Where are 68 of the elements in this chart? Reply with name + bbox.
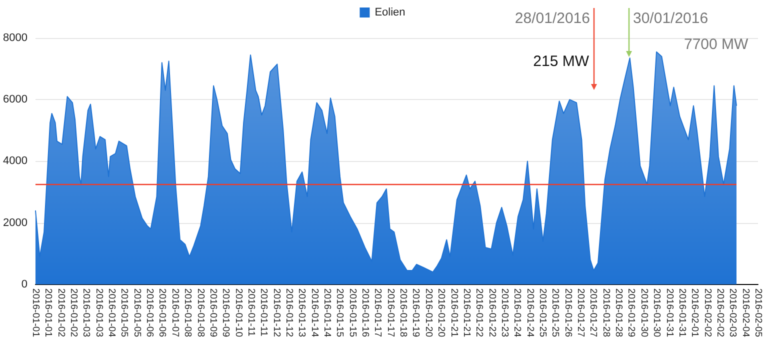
annotation: 215 MW: [533, 53, 590, 70]
y-tick-label: 8000: [2, 32, 28, 44]
x-tick-label: 2016-01-17: [372, 288, 384, 338]
x-tick-label: 2016-01-15: [346, 288, 358, 338]
x-tick-label: 2016-01-08: [194, 288, 206, 338]
x-tick-label: 2016-01-03: [80, 288, 92, 338]
x-tick-label: 2016-01-20: [436, 288, 447, 338]
x-tick-label: 2016-01-09: [207, 288, 218, 338]
annotation: 7700 MW: [684, 36, 750, 53]
x-tick-label: 2016-01-03: [93, 288, 104, 338]
x-tick-label: 2016-01-21: [448, 288, 460, 338]
x-tick-label: 2016-01-09: [220, 288, 232, 338]
x-tick-label: 2016-01-14: [308, 288, 320, 338]
x-tick-label: 2016-01-08: [182, 288, 194, 338]
x-tick-label: 2016-01-07: [169, 288, 180, 338]
y-tick-label: 2000: [2, 216, 28, 229]
x-tick-label: 2016-01-12: [270, 288, 282, 338]
x-tick-label: 2016-01-25: [537, 288, 548, 338]
x-tick-label: 2016-01-05: [131, 288, 142, 338]
x-tick-label: 2016-01-06: [156, 288, 168, 338]
x-tick-label: 2016-01-16: [360, 288, 371, 338]
x-tick-label: 2016-01-10: [232, 288, 244, 338]
y-tick-label: 4000: [2, 155, 28, 168]
x-tick-label: 2016-01-11: [258, 288, 270, 336]
y-tick-label: 6000: [2, 94, 28, 106]
x-tick-label: 2016-01-20: [422, 288, 434, 338]
x-tick-label: 2016-01-04: [106, 288, 118, 338]
x-tick-label: 2016-01-31: [676, 288, 688, 338]
x-tick-label: 2016-02-02: [714, 288, 726, 338]
x-tick-label: 2016-01-26: [562, 288, 574, 338]
x-tick-label: 2016-01-21: [460, 288, 472, 338]
x-tick-label: 2016-02-04: [740, 288, 751, 338]
x-tick-label: 2016-01-19: [410, 288, 422, 338]
x-tick-label: 2016-01-24: [512, 288, 523, 338]
x-tick-label: 2016-01-17: [384, 288, 396, 338]
x-tick-label: 2016-02-02: [702, 288, 713, 338]
x-tick-label: 2016-02-01: [689, 288, 700, 338]
x-tick-label: 2016-01-22: [474, 288, 485, 338]
x-tick-label: 2016-01-06: [144, 288, 156, 338]
x-tick-label: 2016-01-31: [664, 288, 675, 338]
x-tick-label: 2016-01-11: [245, 288, 256, 336]
text: 28/01/2016: [514, 10, 590, 27]
x-tick-label: 2016-01-30: [638, 288, 650, 338]
x-tick-label: 2016-01-24: [524, 288, 536, 338]
x-tick-label: 2016-01-22: [486, 288, 498, 338]
x-tick-label: 2016-01-14: [322, 288, 333, 338]
x-tick-label: 2016-01-27: [575, 288, 586, 338]
x-tick-label: 2016-01-30: [651, 288, 662, 338]
x-tick-label: 2016-01-01: [30, 288, 41, 338]
legend-label: Eolien: [374, 6, 406, 18]
y-tick-label: 0: [21, 278, 28, 290]
x-tick-label: 2016-01-02: [55, 288, 66, 338]
x-tick-label: 2016-02-05: [752, 288, 764, 338]
x-tick-label: 2016-01-01: [42, 288, 54, 338]
x-tick-label: 2016-01-23: [498, 288, 510, 338]
x-tick-label: 2016-01-05: [118, 288, 130, 338]
x-tick-label: 2016-01-25: [550, 288, 561, 338]
x-tick-label: 2016-01-18: [398, 288, 409, 338]
x-tick-label: 2016-01-29: [626, 288, 637, 338]
x-tick-label: 2016-01-15: [334, 288, 346, 338]
x-tick-label: 2016-01-13: [296, 288, 308, 338]
x-tick-label: 2016-01-28: [613, 288, 624, 338]
x-tick-label: 2016-01-28: [600, 288, 612, 338]
text: 30/01/2016: [633, 10, 708, 27]
x-tick-label: 2016-01-27: [588, 288, 599, 338]
x-tick-label: 2016-01-12: [283, 288, 294, 338]
x-tick-label: 2016-01-02: [68, 288, 80, 338]
x-tick-label: 2016-02-03: [727, 288, 738, 338]
